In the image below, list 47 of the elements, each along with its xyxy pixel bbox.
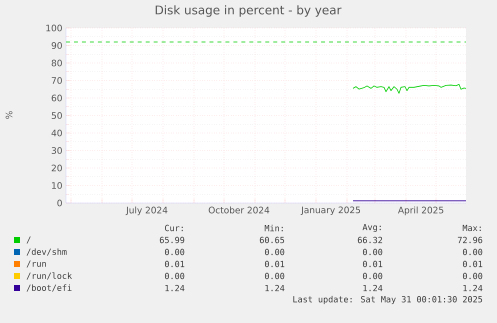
legend-label: /run [26,260,46,268]
text: 1.24 [363,284,382,292]
y-tick-label: 10 [52,182,62,189]
text: 0.01 [164,260,184,268]
text: Avg: [362,224,381,232]
text: 0.00 [462,248,482,256]
text: Cur: [164,224,183,232]
text: 1.24 [265,284,284,292]
chart-title: Disk usage in percent - by year [156,5,342,17]
y-tick-label: 50 [52,112,62,119]
y-tick-label: 90 [52,42,62,49]
x-tick-label: October 2024 [208,206,270,214]
legend-label: / [26,236,31,244]
y-tick-label: 0 [57,200,62,206]
y-tick-label: 80 [52,60,62,66]
text: 1.24 [165,284,184,292]
text: 66.32 [358,236,382,244]
text: 0.00 [362,248,382,256]
y-axis-title: % [6,111,12,119]
legend-label: /run/lock [26,272,72,280]
text: 1.24 [463,284,482,292]
text: 0.00 [362,272,382,280]
text: 0.00 [264,248,284,256]
y-tick-label: 100 [46,24,62,32]
text: 72.96 [458,236,482,244]
text: Last update: Sat May 31 00:01:30 2025 [293,296,482,304]
text: 0.01 [362,260,382,268]
y-tick-label: 40 [52,130,62,136]
legend-label: /boot/efi [26,284,72,292]
x-tick-label: January 2025 [300,206,360,216]
text: 0.01 [462,260,482,268]
text: 0.00 [164,272,184,280]
text: 0.01 [264,260,284,268]
text: 65.99 [160,236,184,244]
y-tick-label: 30 [52,147,62,154]
y-tick-label: 20 [52,164,62,172]
text: 0.00 [264,272,284,280]
legend-label: /dev/shm [26,248,67,256]
text: 0.00 [462,272,482,280]
x-tick-label: April 2025 [398,206,444,216]
text: 0.00 [164,248,184,256]
text: Max: [462,224,481,232]
y-tick-label: 60 [52,94,62,102]
y-tick-label: 70 [52,77,62,84]
x-tick-label: July 2024 [126,206,168,216]
text: 60.65 [260,236,284,244]
text: Min: [264,224,283,232]
